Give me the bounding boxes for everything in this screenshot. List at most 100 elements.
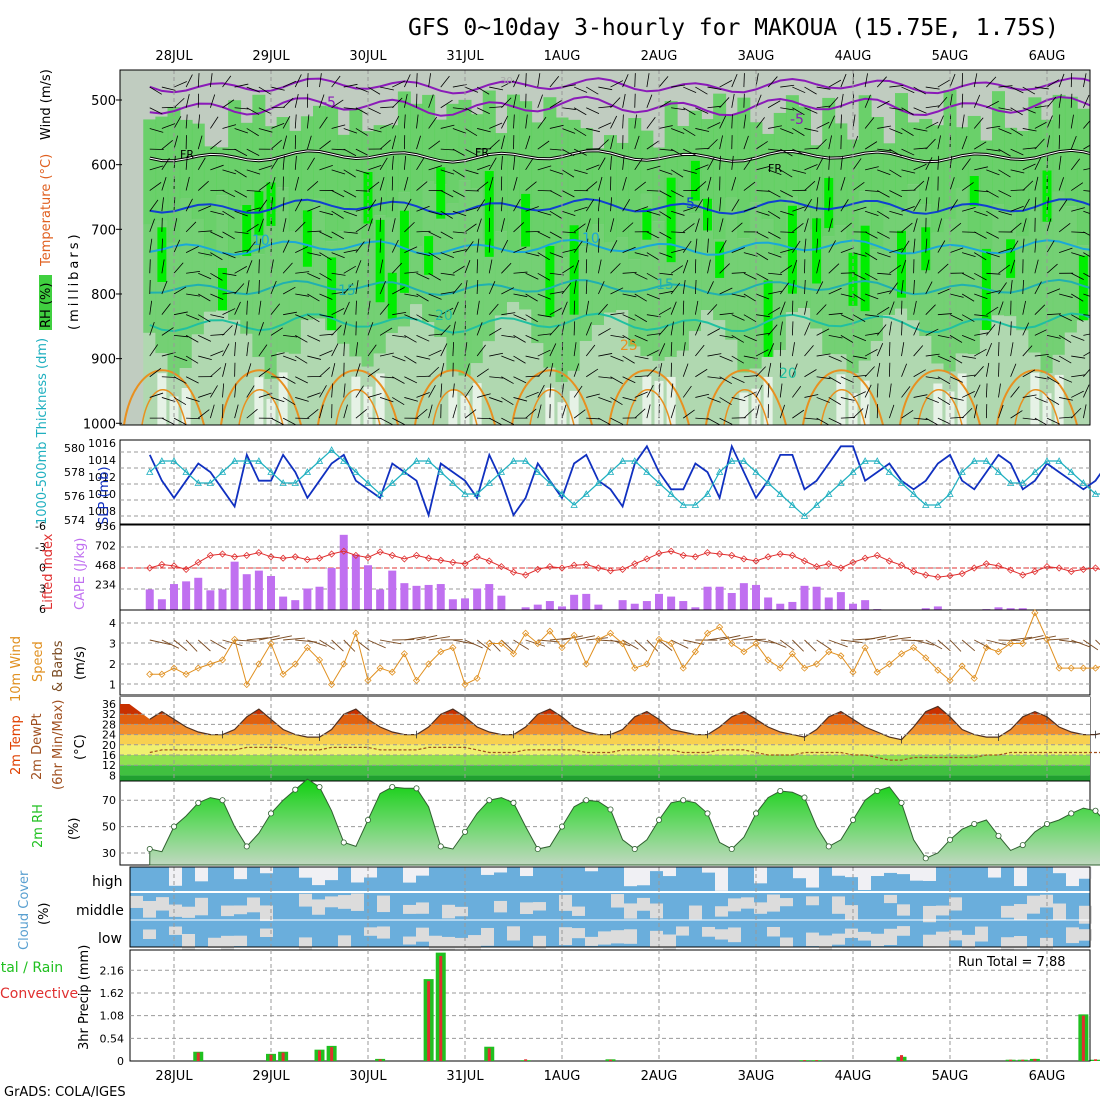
- rh-band-very-dry: [448, 390, 458, 425]
- precip-convective-bar: [900, 1055, 903, 1061]
- lifted-index-marker: [279, 554, 287, 562]
- wind-barb: [634, 408, 646, 419]
- date-label-top: 29JUL: [252, 49, 290, 64]
- wind-barb: [816, 105, 831, 109]
- contour-label: 20: [435, 308, 453, 324]
- wind-barb: [343, 321, 347, 336]
- surface-wind-barb: [380, 639, 402, 645]
- rh-band-moist: [761, 133, 775, 220]
- cape-bar: [994, 607, 1003, 610]
- rh-band-moist: [955, 127, 969, 188]
- rh-marker: [680, 797, 687, 804]
- wind-barb: [1022, 300, 1027, 315]
- wind-speed-marker: [606, 629, 615, 637]
- lifted-index-marker: [922, 571, 930, 579]
- rh-band-moist: [276, 187, 290, 353]
- rh-band-dry: [870, 341, 884, 425]
- wind-barb: [294, 155, 297, 170]
- wind-barb: [173, 376, 187, 384]
- wind-barb: [598, 376, 613, 379]
- lifted-index-marker: [703, 549, 712, 557]
- rh-band-moist: [434, 184, 448, 337]
- wind-barb: [476, 86, 490, 95]
- wind-barb: [270, 157, 279, 171]
- cape-bar: [267, 575, 275, 610]
- precip-convective-bar: [281, 1052, 285, 1061]
- wind-barb: [925, 238, 928, 253]
- cloud-low-clear: [871, 933, 884, 947]
- wind-barb: [210, 293, 224, 301]
- wind-barb: [792, 206, 806, 212]
- wind-barb: [355, 280, 359, 295]
- wind-barb: [355, 86, 370, 93]
- wind-speed-marker: [303, 644, 311, 652]
- lifted-index-marker: [473, 553, 481, 561]
- wind-barb: [682, 240, 692, 253]
- wind-barb: [767, 210, 781, 219]
- wind-speed-marker: [461, 680, 469, 689]
- lifted-index-marker: [267, 553, 275, 561]
- wind-barb: [379, 197, 383, 212]
- wind-barb: [1046, 115, 1053, 129]
- wind-barb: [634, 293, 647, 302]
- cloud-middle-clear: [455, 906, 468, 917]
- wind-barb: [876, 343, 884, 357]
- wind-barb: [525, 391, 539, 398]
- rh-band-very-dry: [254, 377, 264, 425]
- wind-barb: [998, 264, 1010, 274]
- temp-ytick: 20: [102, 739, 116, 752]
- surface-wind-barb: [428, 636, 450, 641]
- wind-barb: [986, 190, 999, 198]
- wind-barb: [428, 231, 442, 239]
- lifted-index-marker: [813, 563, 821, 571]
- wind-barb: [949, 397, 964, 401]
- lifted-index-marker: [606, 567, 615, 575]
- wind-barb: [852, 293, 866, 302]
- wind-speed-marker: [643, 660, 651, 668]
- wind-barb: [840, 376, 854, 383]
- wind-barb: [731, 247, 745, 253]
- isotherm-20: [149, 312, 1090, 334]
- wind-barb: [743, 314, 757, 323]
- rh-marker: [437, 843, 444, 850]
- wind-barb: [694, 218, 700, 233]
- rh-band-moist: [628, 259, 642, 347]
- wind-barb: [464, 206, 479, 212]
- wind-barb: [913, 279, 915, 295]
- rh-band-very-dry: [933, 383, 943, 425]
- surface-wind-barb: [767, 639, 787, 648]
- thickness-ytick: 576: [64, 490, 85, 503]
- rh-band-moist: [179, 198, 193, 369]
- wind-barb: [694, 238, 698, 253]
- wind-barb: [488, 157, 497, 171]
- wind-barb: [1022, 279, 1025, 295]
- wind-speed-marker: [861, 644, 869, 652]
- wind-barb: [646, 210, 661, 216]
- wind-barb: [404, 293, 419, 297]
- wind-barb: [973, 117, 984, 129]
- surface-wind-barb: [258, 635, 280, 641]
- surface-wind-barb: [646, 639, 659, 652]
- wind-barb: [573, 385, 583, 398]
- lifted-index-marker: [340, 547, 348, 555]
- cape-bar: [218, 589, 227, 610]
- wind-barb: [561, 321, 565, 336]
- wind-barb: [586, 368, 599, 378]
- wind-barb: [816, 397, 830, 403]
- wind-barb: [877, 290, 891, 295]
- wind-barb: [865, 210, 879, 216]
- cape-bar: [279, 596, 288, 610]
- wind-barb: [683, 148, 697, 156]
- rh-band-dry: [701, 310, 714, 425]
- wind-barb: [925, 176, 930, 191]
- contour-label: 10: [582, 231, 600, 247]
- rh-band-moist: [470, 188, 484, 364]
- cloud-high-clear: [858, 867, 871, 891]
- wind-barb: [1022, 369, 1036, 378]
- wind-barb: [198, 252, 213, 256]
- wind-barb: [743, 334, 757, 342]
- cloud-high-clear: [897, 867, 910, 875]
- wind-barb: [488, 176, 494, 191]
- wind-barb: [949, 314, 963, 321]
- lifted-index-marker: [970, 564, 978, 572]
